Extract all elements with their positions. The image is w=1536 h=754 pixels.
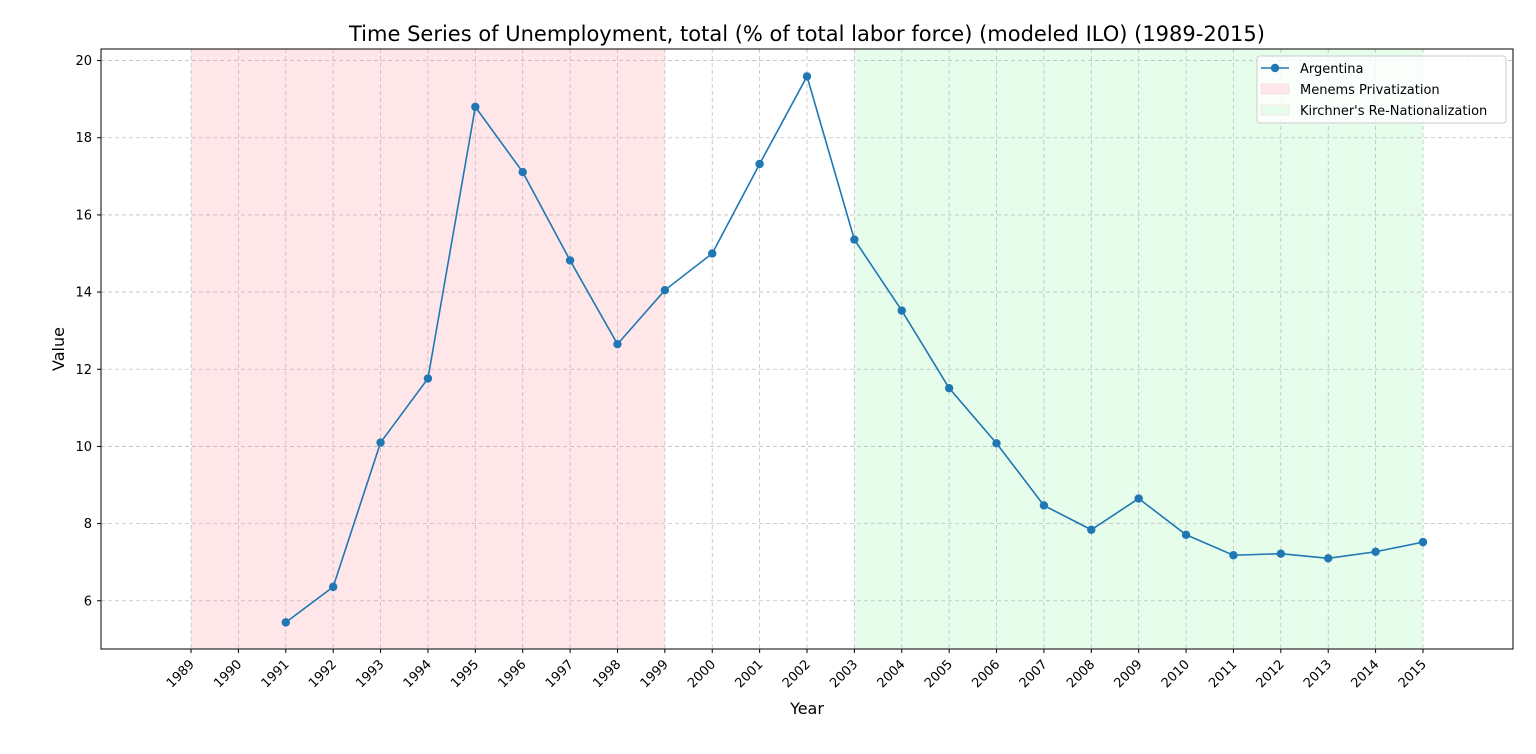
- data-point: [1229, 551, 1238, 560]
- legend-label: Argentina: [1300, 62, 1363, 77]
- y-axis: 6 8 10 12 14 16 18 20: [75, 54, 101, 609]
- data-point: [1039, 501, 1049, 510]
- data-point: [423, 374, 433, 383]
- data-point: [328, 582, 338, 592]
- data-point: [565, 256, 575, 265]
- legend-marker-swatch: [1270, 63, 1280, 73]
- shaded-region-1: [191, 49, 665, 649]
- data-point: [944, 383, 954, 393]
- y-tick-label: 12: [75, 363, 92, 378]
- data-point: [518, 167, 527, 177]
- data-point: [1418, 537, 1428, 547]
- data-point: [755, 159, 764, 169]
- y-tick-label: 20: [75, 54, 92, 69]
- y-axis-label: Value: [49, 327, 68, 371]
- chart-title: Time Series of Unemployment, total (% of…: [348, 22, 1265, 46]
- y-tick-label: 10: [75, 440, 92, 455]
- data-point: [376, 438, 385, 447]
- y-tick-label: 8: [84, 517, 92, 532]
- data-point: [1276, 549, 1286, 558]
- y-tick-label: 18: [75, 131, 92, 146]
- data-point: [708, 249, 717, 258]
- data-point: [281, 618, 290, 627]
- series-layer: [281, 72, 1428, 627]
- data-point: [1087, 525, 1096, 534]
- legend: Argentina Menems Privatization Kirchner's …: [1256, 55, 1507, 124]
- legend-region-swatch: [1260, 83, 1290, 95]
- data-point: [1134, 494, 1143, 503]
- data-point: [471, 102, 480, 112]
- data-point: [897, 306, 906, 315]
- data-point: [1324, 554, 1333, 563]
- y-tick-label: 6: [84, 594, 92, 609]
- data-point: [1181, 530, 1191, 539]
- legend-region-swatch: [1260, 104, 1290, 116]
- y-tick-label: 16: [75, 208, 92, 223]
- data-point: [613, 339, 622, 349]
- y-tick-label: 14: [75, 286, 92, 301]
- data-point: [992, 439, 1001, 448]
- data-point: [1371, 547, 1380, 556]
- data-point: [802, 72, 812, 81]
- legend-label: Kirchner's Re-Nationalization: [1300, 104, 1487, 119]
- legend-box: [1256, 55, 1507, 124]
- x-axis-label: Year: [789, 699, 824, 718]
- legend-label: Menems Privatization: [1300, 83, 1440, 98]
- data-point: [660, 285, 670, 295]
- data-point: [850, 235, 859, 244]
- shaded-region-2: [854, 49, 1423, 649]
